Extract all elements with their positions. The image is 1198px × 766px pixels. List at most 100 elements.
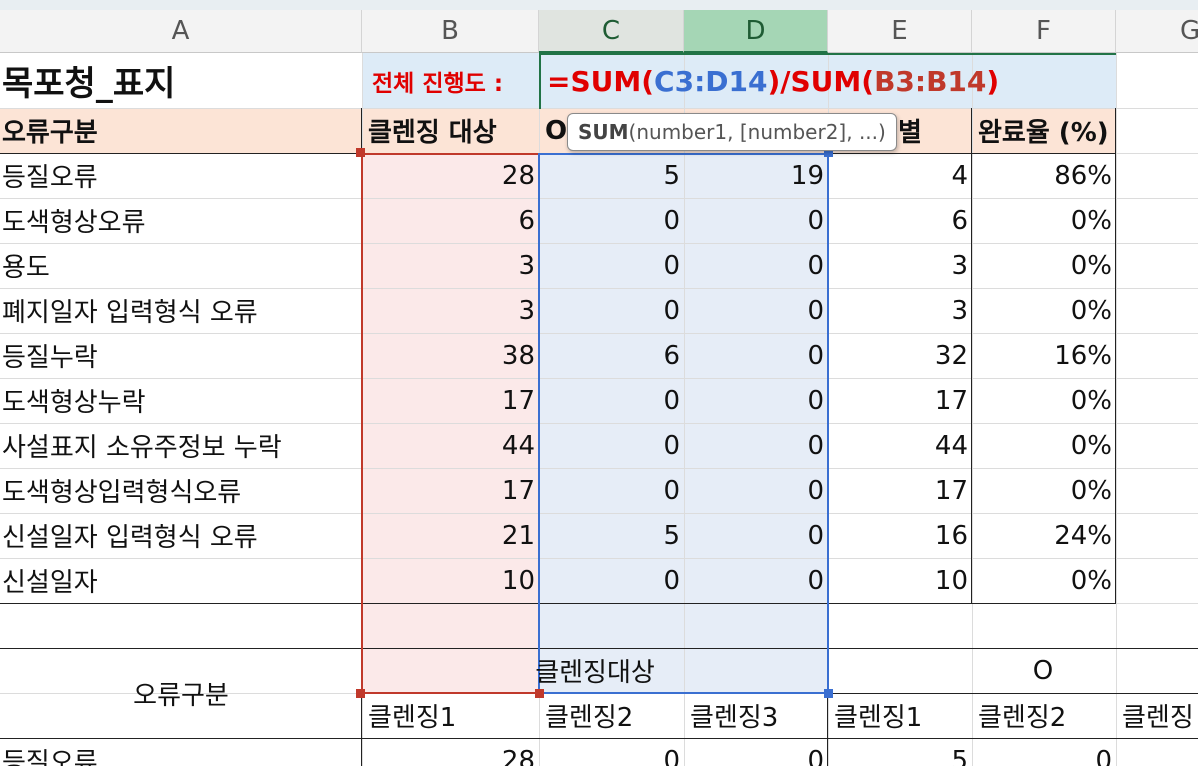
title-cell[interactable]: 목포청_표지 [2, 64, 176, 104]
range-handle[interactable] [824, 148, 833, 157]
cell-d[interactable]: 0 [807, 250, 824, 281]
subheader-cell[interactable]: 클렌징3 [690, 703, 779, 733]
tooltip-function-name[interactable]: SUM [578, 120, 629, 144]
cell-c[interactable]: 6 [663, 340, 680, 371]
cell-e[interactable]: 17 [934, 475, 968, 506]
subheader-cell[interactable]: 클렌징 [1122, 703, 1194, 733]
formula-cell[interactable]: =SUM(C3:D14)/SUM(B3:B14) [539, 53, 1116, 108]
cell-b[interactable]: 3 [518, 295, 535, 326]
cell-c[interactable]: 0 [663, 385, 680, 416]
column-header-c[interactable]: C [539, 10, 684, 53]
cell-d[interactable]: 0 [807, 475, 824, 506]
cell-b[interactable]: 21 [501, 520, 535, 551]
cell-e[interactable]: 32 [934, 340, 968, 371]
row-label[interactable]: 용도 [2, 253, 50, 283]
second-table-value[interactable]: 0 [663, 745, 680, 766]
cell-c[interactable]: 0 [663, 565, 680, 596]
cell-b[interactable]: 38 [501, 340, 535, 371]
row-label[interactable]: 신설일자 [2, 568, 98, 598]
cell-e[interactable]: 6 [951, 205, 968, 236]
cell-d[interactable]: 0 [807, 205, 824, 236]
cell-e[interactable]: 3 [951, 295, 968, 326]
cell-b[interactable]: 17 [501, 475, 535, 506]
cell-c[interactable]: 0 [663, 295, 680, 326]
row-label[interactable]: 사설표지 소유주정보 누락 [2, 433, 282, 463]
range-handle[interactable] [356, 689, 365, 698]
column-header-a[interactable]: A [0, 10, 362, 53]
cell-d[interactable]: 0 [807, 565, 824, 596]
header-cleansing-target[interactable]: 클렌징 대상 [368, 118, 497, 148]
range-handle[interactable] [535, 689, 544, 698]
row-label[interactable]: 도색형상오류 [2, 208, 146, 238]
subheader-cell[interactable]: 클렌징2 [978, 703, 1067, 733]
header-category[interactable]: 오류구분 [2, 118, 98, 148]
subheader-cell[interactable]: 클렌징2 [545, 703, 634, 733]
column-header-e[interactable]: E [828, 10, 972, 53]
cell-b[interactable]: 3 [518, 250, 535, 281]
progress-label[interactable]: 전체 진행도 : [372, 70, 504, 97]
header-e[interactable]: 별 [898, 118, 922, 148]
second-table-row-label[interactable]: 등질오류 [2, 748, 98, 766]
second-table-group2[interactable]: O [1032, 655, 1054, 686]
cell-f[interactable]: 0% [1070, 205, 1112, 236]
cell-f[interactable]: 0% [1070, 565, 1112, 596]
cell-d[interactable]: 0 [807, 295, 824, 326]
cell-f[interactable]: 16% [1054, 340, 1112, 371]
cell-d[interactable]: 0 [807, 430, 824, 461]
function-tooltip[interactable]: SUM (number1, [number2], ...) [567, 113, 897, 151]
cell-f[interactable]: 0% [1070, 475, 1112, 506]
column-header-g[interactable]: G [1116, 10, 1198, 53]
table-border [0, 648, 1198, 649]
row-label[interactable]: 폐지일자 입력형식 오류 [2, 298, 258, 328]
cell-b[interactable]: 44 [501, 430, 535, 461]
cell-c[interactable]: 5 [663, 520, 680, 551]
row-label[interactable]: 등질누락 [2, 343, 98, 373]
cell-f[interactable]: 24% [1054, 520, 1112, 551]
second-table-value[interactable]: 0 [807, 745, 824, 766]
cell-e[interactable]: 10 [934, 565, 968, 596]
cell-e[interactable]: 3 [951, 250, 968, 281]
column-header-f[interactable]: F [972, 10, 1116, 53]
range-handle[interactable] [356, 148, 365, 157]
subheader-cell[interactable]: 클렌징1 [834, 703, 923, 733]
second-table-category-header[interactable]: 오류구분 [133, 680, 229, 711]
cell-f[interactable]: 0% [1070, 385, 1112, 416]
cell-b[interactable]: 17 [501, 385, 535, 416]
cell-e[interactable]: 44 [934, 430, 968, 461]
second-table-value[interactable]: 5 [951, 745, 968, 766]
cell-f[interactable]: 0% [1070, 430, 1112, 461]
header-completion-rate[interactable]: 완료율 (%) [978, 118, 1109, 148]
cell-e[interactable]: 16 [934, 520, 968, 551]
cell-c[interactable]: 5 [663, 160, 680, 191]
second-table-group1[interactable]: 클렌징대상 [535, 658, 655, 688]
column-header-b[interactable]: B [362, 10, 539, 53]
cell-d[interactable]: 0 [807, 385, 824, 416]
range-handle[interactable] [824, 689, 833, 698]
row-label[interactable]: 등질오류 [2, 163, 98, 193]
row-label[interactable]: 도색형상누락 [2, 388, 146, 418]
cell-d[interactable]: 0 [807, 520, 824, 551]
cell-e[interactable]: 17 [934, 385, 968, 416]
cell-f[interactable]: 86% [1054, 160, 1112, 191]
cell-d[interactable]: 19 [790, 160, 824, 191]
cell-b[interactable]: 6 [518, 205, 535, 236]
cell-f[interactable]: 0% [1070, 250, 1112, 281]
row-label[interactable]: 신설일자 입력형식 오류 [2, 523, 258, 553]
cell-c[interactable]: 0 [663, 430, 680, 461]
cell-b[interactable]: 10 [501, 565, 535, 596]
progress-row-fill [362, 53, 1116, 108]
cell-d[interactable]: 0 [807, 340, 824, 371]
subheader-cell[interactable]: 클렌징1 [368, 703, 457, 733]
cell-e[interactable]: 4 [951, 160, 968, 191]
second-table-value[interactable]: 0 [1095, 745, 1112, 766]
cell-c[interactable]: 0 [663, 205, 680, 236]
column-header-d[interactable]: D [684, 10, 828, 53]
cell-c[interactable]: 0 [663, 250, 680, 281]
cell-c[interactable]: 0 [663, 475, 680, 506]
second-table-value[interactable]: 28 [501, 745, 535, 766]
cell-b[interactable]: 28 [501, 160, 535, 191]
cell-f[interactable]: 0% [1070, 295, 1112, 326]
header-c[interactable]: O [545, 115, 568, 146]
row-label[interactable]: 도색형상입력형식오류 [2, 478, 242, 508]
